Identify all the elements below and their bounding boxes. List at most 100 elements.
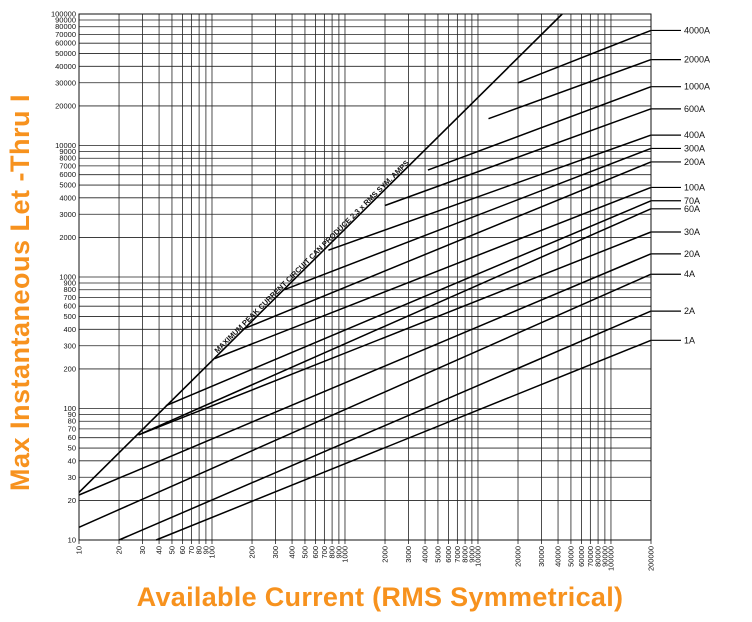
curve-30A	[138, 231, 652, 436]
y-tick-label: 50	[68, 444, 76, 453]
x-tick-label: 50	[167, 546, 176, 554]
y-tick-label: 4000	[59, 193, 76, 202]
y-tick-label: 80	[68, 417, 76, 426]
x-tick-label: 600	[311, 546, 320, 559]
rating-label-1A: 1A	[684, 335, 695, 345]
x-tick-label: 7000	[453, 546, 462, 563]
curve-200A	[242, 161, 652, 330]
y-tick-label: 60000	[55, 39, 76, 48]
rating-label-30A: 30A	[684, 227, 700, 237]
y-tick-label: 50000	[55, 49, 76, 58]
x-tick-label: 30	[138, 546, 147, 554]
curve-70A	[165, 200, 652, 407]
x-tick-label: 10	[74, 546, 83, 554]
x-tick-label: 2000	[381, 546, 390, 563]
y-axis-title-text: Max Instantaneous Let -Thru I	[5, 93, 36, 491]
rating-label-20A: 20A	[684, 249, 700, 259]
curve-60A	[138, 208, 652, 436]
y-tick-label: 60	[68, 433, 76, 442]
curve-4A	[78, 273, 652, 528]
rating-label-4000A: 4000A	[684, 25, 710, 35]
x-tick-label: 3000	[404, 546, 413, 563]
x-tick-label: 1000	[340, 546, 349, 563]
x-tick-label: 100000	[606, 546, 615, 571]
rating-label-60A: 60A	[684, 204, 700, 214]
x-tick-label: 400	[288, 546, 297, 559]
y-tick-label: 8000	[59, 154, 76, 163]
x-tick-label: 200	[248, 546, 257, 559]
x-tick-label: 500	[300, 546, 309, 559]
rating-labels: 4000A 2000A 1000A 600A 400A 300A 200A 100A 70A60…	[651, 25, 710, 345]
y-axis-title: Max Instantaneous Let -Thru I	[6, 12, 36, 572]
peak-line-annotation: MAXIMUM PEAK CURRENT CIRCUIT CAN PRODUCE…	[213, 158, 411, 354]
rating-label-600A: 600A	[684, 104, 705, 114]
x-tick-label: 100	[207, 546, 216, 559]
y-tick-label: 500	[63, 312, 76, 321]
curve-300A	[284, 147, 652, 291]
x-tick-label: 20000	[513, 546, 522, 567]
y-tick-label: 20000	[55, 101, 76, 110]
y-tick-label: 20	[68, 496, 76, 505]
x-tick-label: 60000	[577, 546, 586, 567]
rating-curves	[78, 29, 652, 541]
x-tick-label: 90	[201, 546, 210, 554]
curve-400A	[328, 134, 652, 251]
curve-1A	[155, 339, 652, 541]
x-tick-label: 9000	[467, 546, 476, 563]
y-tick-label: 7000	[59, 161, 76, 170]
y-tick-label: 40000	[55, 62, 76, 71]
x-tick-label: 4000	[421, 546, 430, 563]
y-tick-label: 40	[68, 456, 76, 465]
x-tick-label: 6000	[444, 546, 453, 563]
x-tick-label: 70	[187, 546, 196, 554]
x-tick-label: 70000	[586, 546, 595, 567]
curve-2000A	[488, 58, 652, 120]
y-axis-ticks: 1020304050607080901002003004005006007008…	[51, 10, 76, 545]
x-tick-label: 900	[334, 546, 343, 559]
curve-600A	[384, 108, 652, 207]
rating-label-300A: 300A	[684, 143, 705, 153]
y-tick-label: 30000	[55, 78, 76, 87]
x-tick-label: 90000	[600, 546, 609, 567]
y-tick-label: 9000	[59, 147, 76, 156]
y-tick-label: 80000	[55, 22, 76, 31]
x-tick-label: 40	[155, 546, 164, 554]
x-tick-label: 30000	[537, 546, 546, 567]
curve-100A	[214, 186, 652, 360]
curve-1000A	[427, 85, 652, 171]
rating-label-400A: 400A	[684, 130, 705, 140]
rating-label-200A: 200A	[684, 157, 705, 167]
x-tick-label: 60	[178, 546, 187, 554]
x-tick-label: 20	[115, 546, 124, 554]
x-tick-label: 10000	[473, 546, 482, 567]
y-tick-label: 2000	[59, 233, 76, 242]
y-tick-label: 800	[63, 285, 76, 294]
peak-line	[78, 13, 563, 494]
y-tick-label: 700	[63, 293, 76, 302]
y-tick-label: 70000	[55, 30, 76, 39]
x-tick-label: 700	[320, 546, 329, 559]
x-tick-label: 80000	[594, 546, 603, 567]
rating-label-100A: 100A	[684, 182, 705, 192]
y-tick-label: 90	[68, 410, 76, 419]
x-tick-label: 50000	[566, 546, 575, 567]
x-tick-label: 200000	[646, 546, 655, 571]
y-tick-label: 3000	[59, 210, 76, 219]
y-tick-label: 70	[68, 424, 76, 433]
y-tick-label: 900	[63, 279, 76, 288]
curve-4000A	[517, 29, 652, 84]
rating-label-2A: 2A	[684, 306, 695, 316]
y-tick-label: 10	[68, 536, 76, 545]
grid	[78, 13, 652, 541]
x-tick-label: 5000	[433, 546, 442, 563]
x-tick-label: 800	[328, 546, 337, 559]
y-tick-label: 6000	[59, 170, 76, 179]
y-tick-label: 90000	[55, 16, 76, 25]
plot-frame	[78, 13, 652, 541]
rating-label-70A: 70A	[684, 196, 700, 206]
y-tick-label: 400	[63, 325, 76, 334]
x-tick-label: 80	[195, 546, 204, 554]
x-tick-label: 300	[271, 546, 280, 559]
curve-2A	[118, 310, 652, 541]
